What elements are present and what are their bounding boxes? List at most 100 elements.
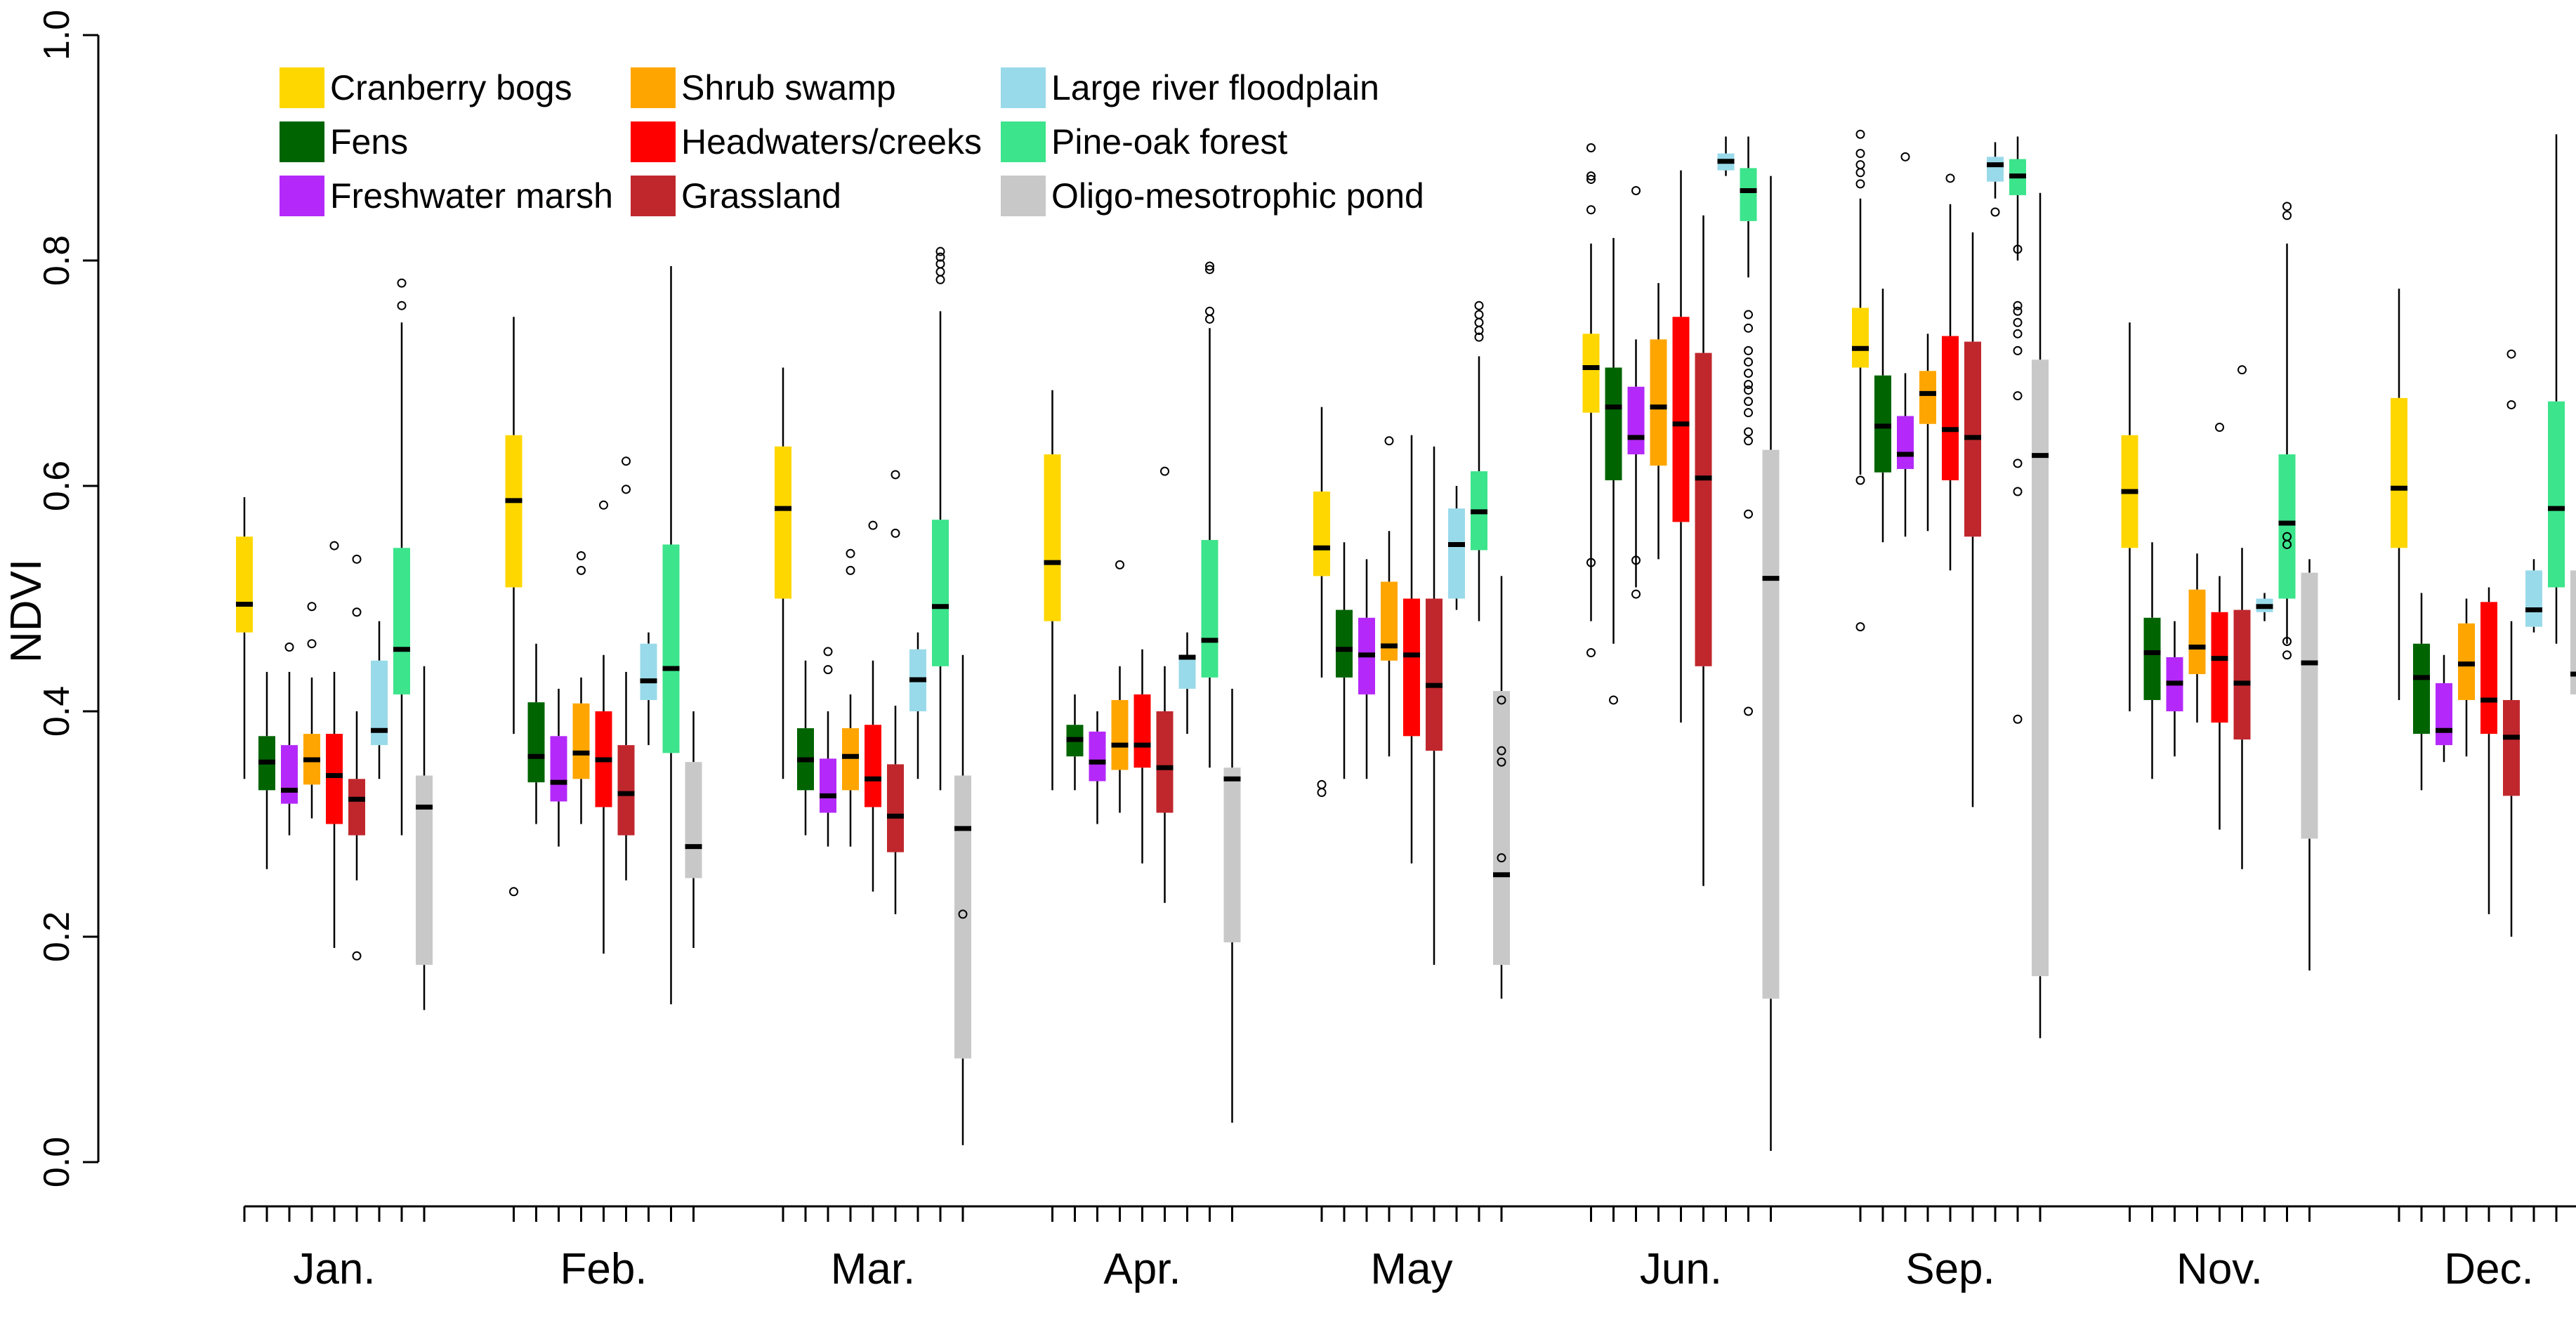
legend-label: Oligo-mesotrophic pond	[1051, 176, 1424, 216]
legend-swatch	[280, 67, 324, 108]
box-outlier-point	[1474, 301, 1484, 310]
box-iqr	[1762, 449, 1780, 999]
legend-label: Pine-oak forest	[1051, 122, 1287, 162]
box-outlier-point	[958, 909, 968, 919]
legend-swatch	[1001, 176, 1046, 216]
box-grassland	[348, 554, 365, 961]
y-tick-label: 0.6	[37, 461, 77, 511]
box-iqr	[2143, 617, 2161, 700]
box-iqr	[2525, 570, 2542, 627]
y-tick-label: 0.8	[37, 235, 77, 286]
box-iqr	[550, 736, 567, 802]
box-outlier-point	[2013, 329, 2023, 338]
box-iqr	[348, 779, 365, 836]
box-iqr	[1111, 699, 1129, 770]
box-fens	[527, 643, 545, 824]
y-axis-title: NDVI	[2, 559, 51, 663]
box-outlier-point	[1205, 261, 1214, 271]
box-iqr	[1650, 339, 1667, 466]
box-iqr	[775, 446, 791, 599]
box-outlier-point	[1744, 369, 1753, 378]
box-outlier-point	[1744, 706, 1753, 716]
box-oligo-mesotrophic-pond	[1493, 576, 1510, 999]
box-oligo-mesotrophic-pond	[685, 711, 702, 949]
box-outlier-point	[2013, 714, 2023, 724]
box-iqr	[1448, 508, 1465, 599]
box-outlier-point	[397, 301, 407, 310]
box-outlier-point	[1586, 143, 1596, 152]
legend-item: Pine-oak forest	[1001, 121, 1287, 162]
box-outlier-point	[2013, 306, 2023, 316]
box-outlier-point	[1205, 306, 1214, 316]
box-shrub-swamp	[842, 548, 859, 847]
box-iqr	[1740, 168, 1757, 221]
box-outlier-point	[1744, 436, 1753, 446]
legend-swatch	[280, 176, 324, 216]
box-outlier-point	[2013, 301, 2023, 310]
box-outlier-point	[1474, 317, 1484, 327]
box-outlier-point	[1945, 173, 1955, 183]
legend-item: Cranberry bogs	[280, 67, 572, 108]
y-tick-label: 0.4	[37, 686, 77, 737]
box-outlier-point	[1744, 397, 1753, 407]
box-iqr	[1381, 581, 1398, 661]
box-large-river-floodplain	[1717, 136, 1735, 176]
box-pine-oak-forest	[1471, 301, 1487, 621]
box-iqr	[662, 544, 680, 753]
legend-item: Shrub swamp	[631, 67, 896, 108]
box-iqr	[2301, 572, 2318, 839]
box-outlier-point	[1205, 314, 1214, 324]
box-outlier-point	[935, 275, 945, 284]
box-cranberry-bogs	[2391, 289, 2407, 700]
box-outlier-point	[2013, 487, 2023, 496]
box-iqr	[2503, 699, 2520, 796]
box-outlier-point	[2282, 202, 2292, 211]
box-headwaters-creeks	[1133, 649, 1151, 864]
box-iqr	[954, 775, 971, 1059]
box-outlier-point	[1497, 757, 1506, 767]
x-category-label: Sep.	[1905, 1245, 1995, 1293]
box-outlier-point	[352, 951, 362, 961]
box-outlier-point	[1855, 149, 1865, 159]
box-large-river-floodplain	[371, 621, 388, 779]
box-iqr	[1695, 352, 1712, 666]
box-iqr	[236, 536, 253, 633]
box-iqr	[527, 702, 545, 783]
box-headwaters-creeks	[326, 541, 343, 949]
box-iqr	[685, 762, 702, 878]
legend-swatch	[1001, 121, 1046, 162]
box-iqr	[572, 703, 590, 779]
box-pine-oak-forest	[2009, 136, 2026, 724]
box-iqr	[1605, 367, 1622, 480]
box-outlier-point	[935, 246, 945, 256]
box-grassland	[2503, 349, 2520, 937]
box-iqr	[1223, 767, 1241, 943]
box-cranberry-bogs	[2121, 322, 2138, 711]
box-outlier-point	[1744, 357, 1753, 367]
box-outlier-point	[1744, 385, 1753, 395]
box-outlier-point	[352, 607, 362, 617]
box-outlier-point	[1744, 427, 1753, 437]
box-outlier-point	[2013, 317, 2023, 327]
box-oligo-mesotrophic-pond	[2570, 570, 2576, 694]
box-iqr	[932, 520, 949, 666]
box-iqr	[1919, 371, 1936, 424]
legend-item: Oligo-mesotrophic pond	[1001, 176, 1424, 216]
y-axis: 0.0 0.2 0.4 0.6 0.8 1.0	[37, 10, 100, 1187]
box-outlier-point	[577, 551, 586, 561]
box-pine-oak-forest	[2278, 202, 2296, 660]
box-outlier-point	[284, 642, 294, 652]
box-outlier-point	[1855, 622, 1865, 632]
box-outlier-point	[509, 887, 518, 897]
box-cranberry-bogs	[1852, 129, 1869, 632]
legend-label: Cranberry bogs	[330, 68, 572, 107]
box-iqr	[1336, 609, 1353, 678]
box-outlier-point	[1855, 129, 1865, 139]
boxplot-series	[236, 129, 2576, 1151]
box-headwaters-creeks	[865, 520, 881, 892]
box-headwaters-creeks	[1672, 170, 1690, 723]
x-category-label: Dec.	[2444, 1245, 2533, 1293]
box-outlier-point	[1744, 323, 1753, 333]
box-outlier-point	[891, 470, 900, 480]
box-fens	[1874, 289, 1891, 543]
